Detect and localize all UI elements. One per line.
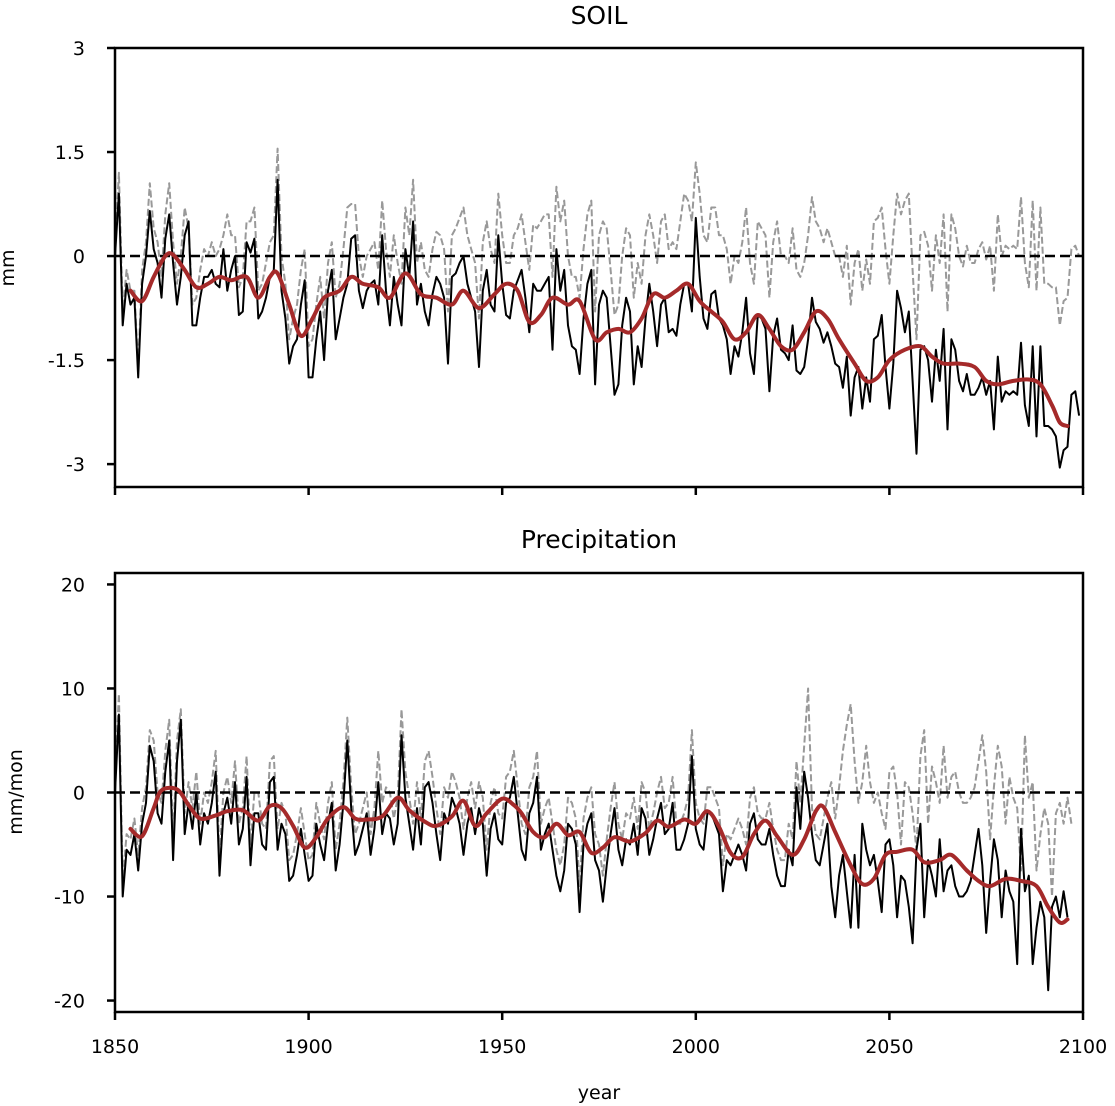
precipitation-y-tick-label: 0 [73, 783, 85, 805]
soil-y-tick-label: -1.5 [48, 350, 85, 372]
precipitation-title: Precipitation [521, 525, 677, 554]
soil-y-tick-label: -3 [66, 454, 85, 476]
precipitation-y-tick-label: 20 [61, 574, 85, 596]
precipitation-x-tick-label: 1850 [91, 1036, 139, 1058]
soil-series-smoothed [128, 251, 1070, 428]
precipitation-panel: Precipitation mm/mon year 20 10 0 -10 -20 185… [5, 525, 1107, 1104]
soil-panel: SOIL mm 3 1.5 0 -1.5 -3 [0, 1, 1085, 495]
soil-axes-frame [113, 46, 1085, 489]
soil-series-detrended-anomaly [115, 147, 1081, 368]
precipitation-x-tick-label: 2100 [1059, 1036, 1107, 1058]
soil-title: SOIL [571, 1, 628, 30]
soil-y-tick-label: 0 [73, 246, 85, 268]
precipitation-x-tick-label: 2000 [672, 1036, 720, 1058]
precipitation-x-tick-label: 1950 [478, 1036, 526, 1058]
soil-y-tick-label: 1.5 [55, 142, 85, 164]
precipitation-y-tick-label: -10 [54, 887, 85, 909]
precipitation-y-tick-label: 10 [61, 678, 85, 700]
soil-plot-area: 3 1.5 0 -1.5 -3 [48, 38, 1085, 495]
precipitation-series-annual-anomaly [115, 713, 1069, 992]
soil-y-axis-label: mm [0, 249, 19, 286]
soil-series-group [115, 147, 1083, 469]
precipitation-y-tick-label: -20 [54, 991, 85, 1013]
precipitation-x-tick-label: 1900 [284, 1036, 332, 1058]
precipitation-x-tick-label: 2050 [865, 1036, 913, 1058]
precipitation-plot-area: 20 10 0 -10 -20 1850 1900 1950 2000 2050 2100 [54, 571, 1107, 1058]
x-axis-label: year [578, 1082, 621, 1104]
soil-series-annual-anomaly [115, 178, 1081, 469]
soil-y-tick-label: 3 [73, 38, 85, 60]
precipitation-series-detrended-anomaly [115, 687, 1073, 898]
precipitation-series-group [115, 687, 1083, 992]
precipitation-y-axis-label: mm/mon [5, 749, 27, 835]
precipitation-series-smoothed [128, 785, 1070, 925]
